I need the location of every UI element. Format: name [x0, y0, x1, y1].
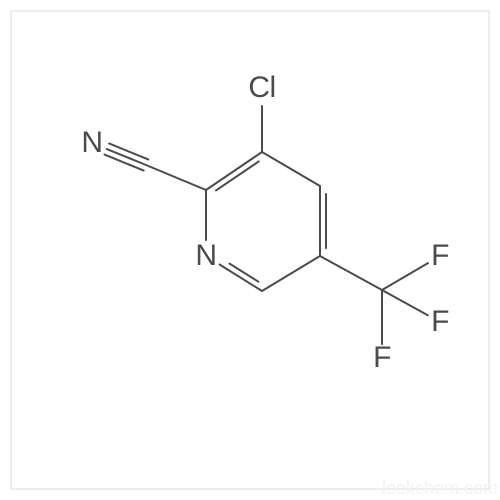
molecule-canvas: N Cl N F F F lookchem.com: [0, 0, 500, 500]
atom-label-F_dn: F: [373, 343, 391, 373]
atom-label-nitrile_N: N: [81, 128, 102, 158]
atom-label-Cl: Cl: [248, 73, 275, 103]
atom-label-F_rt: F: [431, 307, 449, 337]
watermark-text: lookchem.com: [382, 478, 498, 499]
atom-label-ring_N: N: [195, 241, 216, 271]
atom-label-F_up: F: [431, 241, 449, 271]
